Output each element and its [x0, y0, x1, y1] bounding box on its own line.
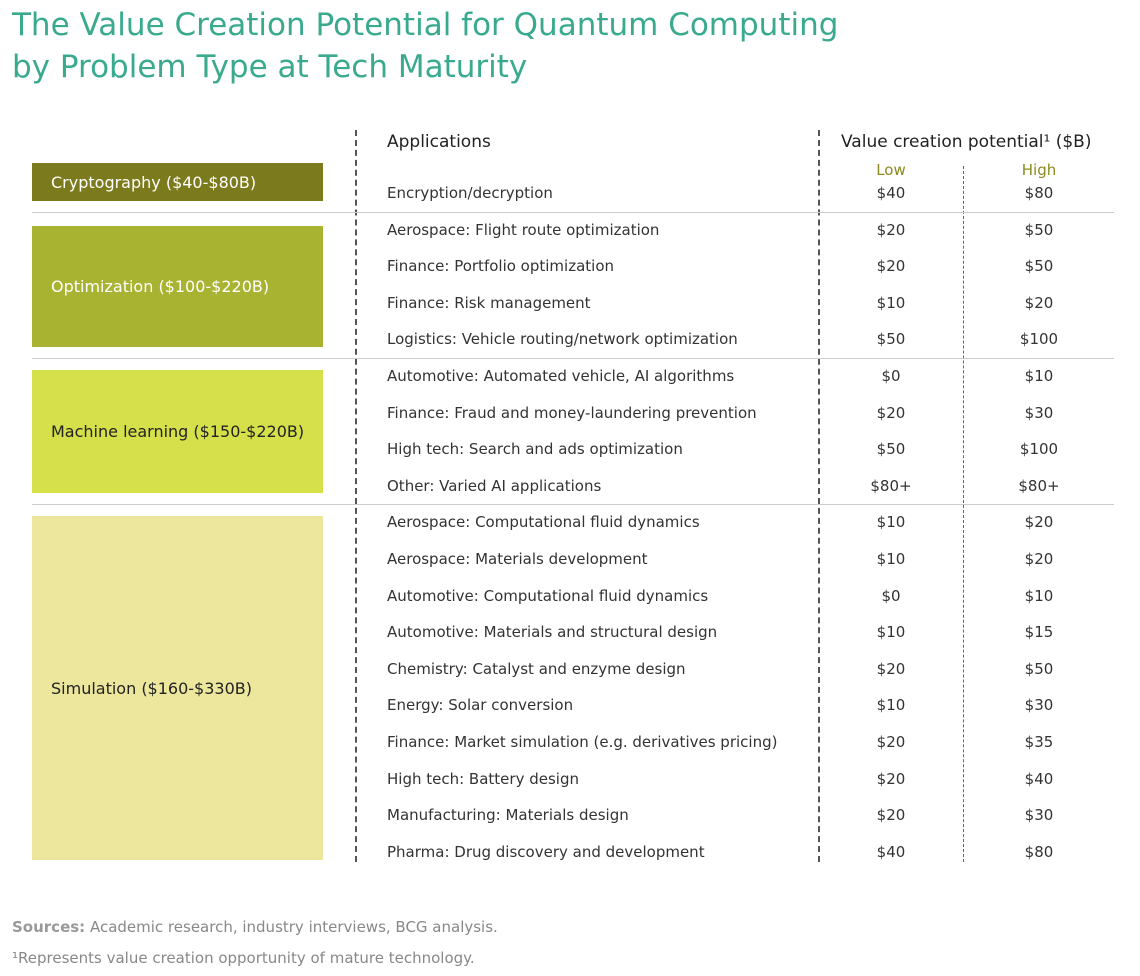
high-value-cell: $30 — [1024, 696, 1054, 715]
low-value-cell: $20 — [876, 659, 906, 678]
application-cell: Automotive: Computational fluid dynamics — [387, 586, 709, 605]
high-value-cell: $30 — [1024, 403, 1054, 422]
application-cell: Finance: Fraud and money-laundering prev… — [387, 403, 757, 422]
high-value-cell: $20 — [1024, 550, 1054, 568]
low-value-cell: $50 — [876, 440, 906, 459]
row-separator — [32, 212, 1114, 213]
divider-vertical — [818, 130, 820, 862]
low-value-cell: $80+ — [870, 476, 912, 495]
category-box: Cryptography ($40-$80B) — [32, 163, 323, 201]
high-value-cell: $80+ — [1018, 476, 1060, 495]
divider-vertical — [963, 166, 964, 862]
low-value-cell: $20 — [876, 220, 906, 239]
high-value-cell: $80 — [1024, 184, 1054, 202]
high-value-cell: $80 — [1024, 842, 1054, 861]
row-separator — [32, 504, 1114, 505]
page-title: The Value Creation Potential for Quantum… — [12, 4, 838, 88]
application-cell: Energy: Solar conversion — [387, 696, 574, 715]
application-cell: High tech: Search and ads optimization — [387, 440, 683, 459]
category-label: Simulation ($160-$330B) — [51, 678, 252, 698]
application-cell: Encryption/decryption — [387, 184, 553, 202]
application-cell: Automotive: Materials and structural des… — [387, 623, 718, 642]
value-header: Value creation potential¹ ($B) — [841, 132, 1092, 152]
application-cell: Automotive: Automated vehicle, AI algori… — [387, 367, 735, 385]
low-value-cell: $0 — [881, 367, 901, 385]
low-value-cell: $20 — [876, 257, 906, 276]
low-value-cell: $10 — [876, 550, 906, 568]
high-value-cell: $50 — [1024, 220, 1054, 239]
low-value-cell: $40 — [876, 184, 906, 202]
high-value-cell: $40 — [1024, 769, 1054, 788]
sources-note: Sources: Academic research, industry int… — [12, 918, 498, 936]
low-header: Low — [876, 161, 906, 179]
high-value-cell: $30 — [1024, 806, 1054, 825]
application-cell: Other: Varied AI applications — [387, 476, 602, 495]
high-value-cell: $20 — [1024, 293, 1054, 312]
low-value-cell: $20 — [876, 403, 906, 422]
low-value-cell: $20 — [876, 733, 906, 751]
title-line-1: The Value Creation Potential for Quantum… — [12, 7, 839, 43]
high-value-cell: $10 — [1024, 367, 1054, 385]
category-box: Optimization ($100-$220B) — [32, 226, 323, 347]
category-box: Machine learning ($150-$220B) — [32, 370, 323, 493]
divider-vertical — [355, 130, 357, 862]
high-header: High — [1021, 161, 1057, 179]
application-cell: Finance: Market simulation (e.g. derivat… — [387, 733, 778, 751]
low-value-cell: $40 — [876, 842, 906, 861]
high-value-cell: $50 — [1024, 659, 1054, 678]
high-value-cell: $35 — [1024, 733, 1054, 751]
high-value-cell: $50 — [1024, 257, 1054, 276]
sources-label: Sources: — [12, 918, 86, 936]
category-label: Optimization ($100-$220B) — [51, 277, 270, 296]
low-value-cell: $20 — [876, 806, 906, 825]
low-value-cell: $10 — [876, 696, 906, 715]
row-separator — [32, 358, 1114, 359]
application-cell: Finance: Portfolio optimization — [387, 257, 615, 276]
applications-header: Applications — [387, 132, 491, 152]
application-cell: Manufacturing: Materials design — [387, 806, 629, 825]
high-value-cell: $100 — [1019, 330, 1059, 349]
sources-text: Academic research, industry interviews, … — [85, 918, 498, 936]
category-label: Cryptography ($40-$80B) — [51, 172, 257, 192]
low-value-cell: $10 — [876, 513, 906, 532]
application-cell: Aerospace: Flight route optimization — [387, 220, 660, 239]
high-value-cell: $20 — [1024, 513, 1054, 532]
low-value-cell: $10 — [876, 623, 906, 642]
application-cell: Aerospace: Materials development — [387, 550, 648, 568]
application-cell: High tech: Battery design — [387, 769, 579, 788]
low-value-cell: $50 — [876, 330, 906, 349]
high-value-cell: $100 — [1019, 440, 1059, 459]
application-cell: Pharma: Drug discovery and development — [387, 842, 705, 861]
low-value-cell: $10 — [876, 293, 906, 312]
low-value-cell: $0 — [881, 586, 901, 605]
high-value-cell: $15 — [1024, 623, 1054, 642]
footnote: ¹Represents value creation opportunity o… — [12, 949, 475, 967]
category-box: Simulation ($160-$330B) — [32, 516, 323, 860]
low-value-cell: $20 — [876, 769, 906, 788]
category-label: Machine learning ($150-$220B) — [51, 422, 305, 441]
application-cell: Finance: Risk management — [387, 293, 591, 312]
title-line-2: by Problem Type at Tech Maturity — [12, 49, 528, 85]
high-value-cell: $10 — [1024, 586, 1054, 605]
application-cell: Logistics: Vehicle routing/network optim… — [387, 330, 738, 349]
application-cell: Chemistry: Catalyst and enzyme design — [387, 659, 686, 678]
application-cell: Aerospace: Computational fluid dynamics — [387, 513, 700, 532]
